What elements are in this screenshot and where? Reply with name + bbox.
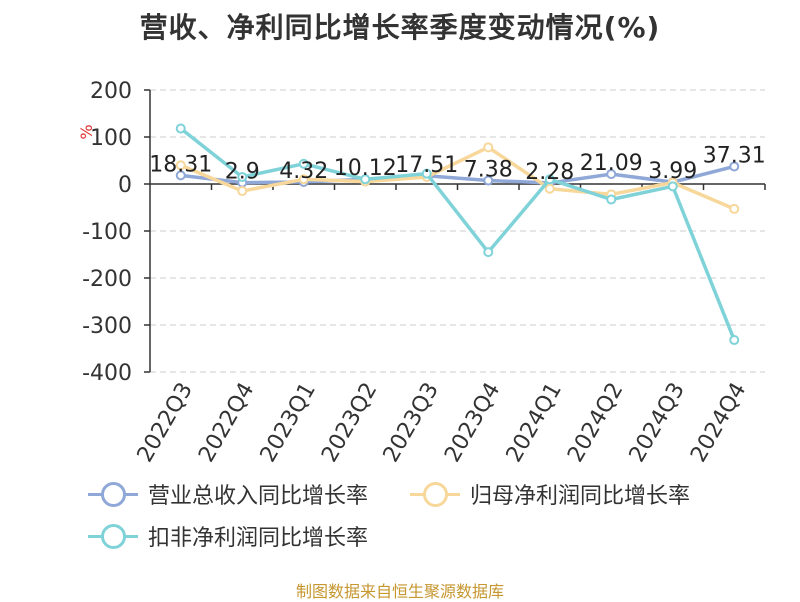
- source-note: 制图数据来自恒生聚源数据库: [295, 582, 504, 601]
- legend-label-net-profit: 归母净利润同比增长率: [470, 484, 691, 509]
- legend-swatch-revenue: [88, 476, 138, 512]
- x-tick-label: 2023Q3: [379, 379, 444, 467]
- data-point: [298, 174, 309, 185]
- data-point: [483, 175, 494, 186]
- x-tick-label: 2024Q3: [625, 379, 690, 467]
- data-label: 4.32: [279, 159, 328, 184]
- x-tick-label: 2024Q1: [502, 379, 567, 467]
- y-tick-label: 0: [118, 173, 132, 198]
- legend-item-deducted-profit[interactable]: 扣非净利润同比增长率: [88, 518, 368, 554]
- data-point: [237, 186, 248, 197]
- data-label: 37.31: [703, 143, 766, 168]
- data-point: [421, 168, 432, 179]
- data-point: [606, 194, 617, 205]
- data-label: 10.12: [334, 156, 397, 181]
- legend-label-deducted-profit: 扣非净利润同比增长率: [148, 526, 369, 551]
- legend-swatch-deducted-profit: [88, 518, 138, 554]
- y-tick-label: -300: [82, 314, 132, 339]
- data-point: [175, 123, 186, 134]
- data-point: [729, 203, 740, 214]
- legend-label-revenue: 营业总收入同比增长率: [148, 484, 369, 509]
- legend-item-revenue[interactable]: 营业总收入同比增长率: [88, 476, 368, 512]
- data-point: [729, 161, 740, 172]
- data-label: 21.09: [580, 151, 643, 176]
- data-label: 17.51: [395, 153, 458, 178]
- data-point: [544, 174, 555, 185]
- y-tick-label: -400: [82, 361, 132, 386]
- chart-title: 营收、净利同比增长率季度变动情况(%): [139, 11, 661, 44]
- series-line-0: [180, 164, 735, 185]
- y-tick-label: 100: [90, 126, 132, 151]
- data-point: [483, 142, 494, 153]
- data-point: [298, 158, 309, 169]
- series-line-2: [179, 127, 736, 341]
- data-point: [667, 181, 678, 192]
- legend-swatch-net-profit: [410, 476, 460, 512]
- data-point: [237, 171, 248, 182]
- x-tick-label: 2022Q4: [194, 379, 259, 467]
- y-tick-label: -200: [82, 267, 132, 292]
- x-tick-label: 2024Q2: [563, 379, 628, 467]
- y-tick-label: -100: [82, 220, 132, 245]
- x-tick-label: 2023Q2: [317, 379, 382, 467]
- data-point: [729, 335, 740, 346]
- data-label: 7.38: [464, 158, 513, 183]
- y-axis-label: %: [77, 124, 96, 139]
- series-line-1: [180, 145, 735, 211]
- legend-item-net-profit[interactable]: 归母净利润同比增长率: [410, 476, 690, 512]
- data-label: 2.9: [225, 160, 260, 185]
- data-label: 2.28: [525, 160, 574, 185]
- y-tick-label: 200: [90, 79, 132, 104]
- data-point: [175, 160, 186, 171]
- x-tick-label: 2024Q4: [686, 379, 751, 467]
- x-tick-label: 2023Q1: [256, 379, 321, 467]
- data-point: [606, 169, 617, 180]
- data-point: [360, 174, 371, 185]
- data-point: [544, 183, 555, 194]
- data-label: 3.99: [648, 159, 697, 184]
- data-point: [483, 247, 494, 258]
- data-point: [175, 170, 186, 181]
- x-tick-label: 2022Q3: [133, 379, 198, 467]
- x-tick-label: 2023Q4: [440, 379, 505, 467]
- data-label: 18.31: [149, 152, 212, 177]
